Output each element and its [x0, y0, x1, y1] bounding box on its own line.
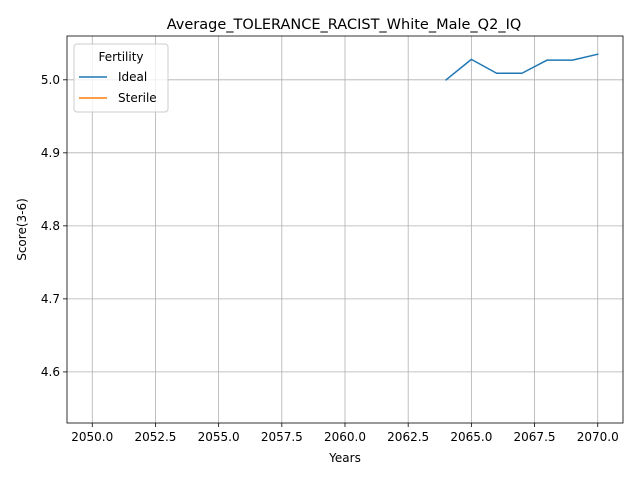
grid — [67, 36, 623, 423]
x-axis-label: Years — [328, 451, 361, 465]
x-tick-label: 2052.5 — [134, 430, 176, 444]
series-lines — [445, 53, 599, 81]
x-tick-label: 2057.5 — [261, 430, 303, 444]
x-tick-label: 2050.0 — [71, 430, 113, 444]
legend-entries: Ideal Sterile — [79, 70, 157, 105]
x-tick-label: 2065.0 — [450, 430, 492, 444]
x-tick-label: 2062.5 — [387, 430, 429, 444]
x-tick-label: 2070.0 — [577, 430, 619, 444]
x-tick-label: 2060.0 — [324, 430, 366, 444]
legend-box — [73, 43, 169, 113]
chart-title: Average_TOLERANCE_RACIST_White_Male_Q2_I… — [167, 17, 522, 33]
y-tick-label: 4.9 — [41, 146, 60, 160]
y-tick-label: 4.8 — [41, 219, 60, 233]
y-tick-label: 4.6 — [41, 365, 60, 379]
y-tick-label: 4.7 — [41, 292, 60, 306]
y-tick-label: 5.0 — [41, 73, 60, 87]
x-tick-label: 2067.5 — [514, 430, 556, 444]
legend-title: Fertility — [98, 50, 143, 64]
y-axis: 4.6 4.7 4.8 4.9 5.0 — [41, 73, 67, 379]
legend-label-sterile: Sterile — [118, 91, 157, 105]
y-axis-label: Score(3-6) — [15, 198, 29, 261]
x-tick-label: 2055.0 — [198, 430, 240, 444]
legend-label-ideal: Ideal — [118, 70, 147, 84]
legend: Fertility Ideal Sterile — [73, 43, 169, 113]
x-axis: 2050.0 2052.5 2055.0 2057.5 2060.0 2062.5 2065… — [71, 423, 619, 444]
series-line-ideal — [445, 53, 599, 81]
